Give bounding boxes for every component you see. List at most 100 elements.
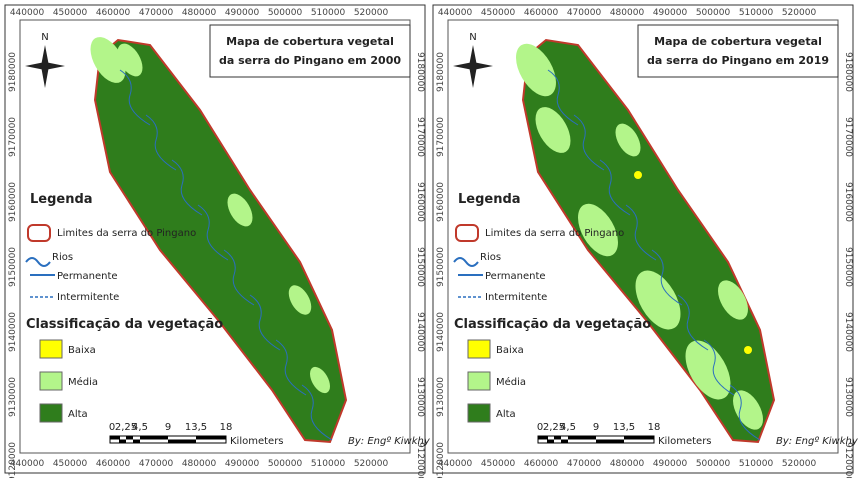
y-coord-label: 9150000 [436, 247, 446, 287]
scale-segment [110, 436, 120, 440]
scale-label: 13,5 [185, 422, 207, 433]
x-coord-label: 510000 [739, 459, 774, 469]
boundary-icon [27, 224, 51, 242]
medium-vegetation-patch [535, 107, 571, 153]
x-coord-label: 510000 [739, 8, 774, 18]
y-coord-label: 9150000 [843, 247, 853, 287]
river [729, 384, 761, 441]
boundary-icon [455, 224, 479, 242]
x-coord-label: 440000 [438, 459, 473, 469]
x-coord-label: 440000 [438, 8, 473, 18]
low-vegetation-patch [634, 171, 642, 179]
x-coord-label: 470000 [139, 8, 174, 18]
title-box [209, 24, 411, 78]
map-title: da serra do Pingano em 2019 [647, 54, 829, 67]
x-coord-label: 480000 [182, 459, 217, 469]
medium-vegetation-patch [733, 390, 763, 430]
north-arrow [25, 45, 65, 88]
scale-label: 0 [109, 422, 115, 433]
medium-vegetation-patch [288, 285, 312, 315]
y-coord-label: 9130000 [436, 377, 446, 417]
scale-segment [568, 436, 596, 440]
legend-item: Limites da serra do Pingano [485, 228, 624, 239]
scale-segment [561, 439, 568, 443]
title-box [637, 24, 839, 78]
legend-subtitle: Classificação da vegetação [26, 317, 223, 332]
river [197, 204, 229, 261]
legend-item: Rios [52, 252, 73, 263]
map-title: Mapa de cobertura vegetal [226, 35, 394, 48]
x-coord-label: 480000 [182, 8, 217, 18]
y-coord-label: 9120000 [843, 442, 853, 478]
medium-vegetation-patch [90, 37, 126, 83]
class-swatch [39, 339, 63, 359]
y-coord-label: 9130000 [843, 377, 853, 417]
y-coord-label: 9170000 [436, 117, 446, 157]
y-coord-label: 9160000 [415, 182, 425, 222]
x-coord-label: 510000 [311, 459, 346, 469]
scale-label: 2,25 [115, 422, 137, 433]
y-coord-label: 9140000 [843, 312, 853, 352]
y-coord-label: 9120000 [436, 442, 446, 478]
scale-segment [133, 439, 140, 443]
class-swatch [467, 403, 491, 423]
x-coord-label: 490000 [653, 459, 688, 469]
river [145, 114, 177, 171]
x-coord-label: 500000 [696, 459, 731, 469]
credit: By: Engº Kiwkhy Barros [348, 436, 466, 447]
river [223, 249, 255, 306]
legend-item: Permanente [57, 271, 118, 282]
x-coord-label: 520000 [782, 459, 817, 469]
map-frame [447, 19, 839, 454]
river [703, 339, 735, 396]
scale-segment [168, 439, 196, 443]
scale-segment [126, 436, 133, 440]
x-coord-label: 480000 [610, 8, 645, 18]
class-label: Alta [496, 409, 516, 420]
y-coord-label: 9130000 [415, 377, 425, 417]
medium-vegetation-patch [310, 366, 330, 394]
medium-vegetation-patch [227, 193, 253, 227]
map-panel: 440000 440000 450000 450000 460000 460000 4700… [4, 4, 466, 482]
legend-title: Legenda [458, 192, 521, 207]
y-coord-label: 9140000 [415, 312, 425, 352]
map-frame [19, 19, 411, 454]
x-coord-label: 450000 [53, 8, 88, 18]
scale-label: 18 [648, 422, 661, 433]
scale-segment [554, 436, 561, 440]
x-coord-label: 450000 [53, 459, 88, 469]
medium-vegetation-patch [578, 203, 618, 257]
north-label: N [41, 32, 48, 43]
vegetation-area [521, 38, 776, 444]
river-icon [453, 257, 479, 267]
x-coord-label: 460000 [524, 459, 559, 469]
y-coord-label: 9120000 [415, 442, 425, 478]
class-label: Alta [68, 409, 88, 420]
x-coord-label: 460000 [96, 8, 131, 18]
river [547, 69, 579, 126]
class-label: Baixa [496, 345, 524, 356]
scale-unit: Kilometers [230, 436, 284, 447]
legend-title: Legenda [30, 192, 93, 207]
x-coord-label: 490000 [225, 8, 260, 18]
river-icon [25, 257, 51, 267]
y-coord-label: 9160000 [8, 182, 18, 222]
medium-vegetation-patch [685, 340, 731, 400]
x-coord-label: 490000 [225, 459, 260, 469]
x-coord-label: 460000 [96, 459, 131, 469]
class-label: Baixa [68, 345, 96, 356]
legend-item: Rios [480, 252, 501, 263]
x-coord-label: 470000 [567, 459, 602, 469]
x-coord-label: 470000 [567, 8, 602, 18]
vegetation-area [93, 38, 348, 444]
x-coord-label: 440000 [10, 8, 45, 18]
y-coord-label: 9150000 [8, 247, 18, 287]
x-coord-label: 510000 [311, 8, 346, 18]
x-coord-label: 500000 [268, 459, 303, 469]
scale-segment [596, 439, 624, 443]
legend-item: Intermitente [57, 292, 119, 303]
river [301, 384, 333, 441]
map-title: Mapa de cobertura vegetal [654, 35, 822, 48]
x-coord-label: 520000 [354, 459, 389, 469]
